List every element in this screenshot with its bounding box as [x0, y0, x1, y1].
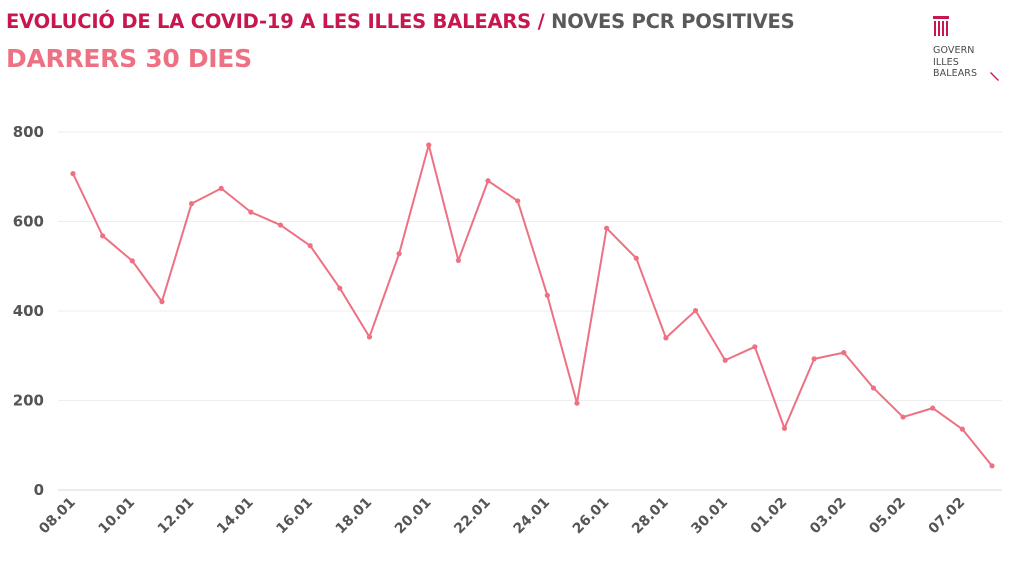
x-tick-label: 08.01	[36, 495, 79, 538]
data-point	[426, 142, 432, 148]
series-line-layer	[72, 143, 993, 467]
data-point	[633, 255, 639, 261]
y-axis-ticks: 0 200 400 600 800	[13, 123, 44, 499]
y-tick-label: 0	[34, 481, 44, 499]
data-point	[959, 426, 965, 432]
data-point	[455, 257, 461, 264]
x-tick-label: 12.01	[155, 495, 198, 538]
data-point	[930, 405, 936, 411]
y-tick-label: 800	[13, 123, 44, 141]
data-point	[188, 201, 195, 207]
data-point	[692, 307, 699, 314]
data-point	[989, 463, 995, 469]
x-tick-label: 24.01	[511, 495, 554, 538]
chart-title: EVOLUCIÓ DE LA COVID-19 A LES ILLES BALE…	[6, 9, 795, 35]
govern-illes-balears-emblem-icon	[933, 16, 949, 36]
x-tick-label: 01.02	[748, 495, 791, 538]
x-tick-label: 18.01	[333, 495, 376, 538]
data-point	[485, 178, 491, 184]
x-tick-label: 10.01	[95, 495, 138, 538]
govern-logo-text: GOVERN ILLES BALEARS	[933, 45, 977, 80]
data-point	[574, 400, 580, 406]
data-point	[307, 243, 313, 249]
data-point	[515, 198, 521, 204]
grid-lines	[58, 131, 1002, 491]
data-point	[544, 292, 550, 298]
data-point	[870, 385, 877, 391]
data-point	[337, 285, 343, 291]
data-point	[752, 344, 758, 350]
data-point	[218, 185, 224, 191]
y-tick-label: 400	[13, 302, 44, 320]
logo-slash-icon	[990, 72, 999, 81]
x-tick-label: 30.01	[688, 495, 731, 538]
data-point	[277, 222, 284, 228]
data-point	[100, 233, 106, 239]
x-tick-label: 28.01	[629, 495, 672, 538]
x-tick-label: 05.02	[866, 495, 909, 538]
data-point	[604, 225, 610, 231]
x-tick-label: 14.01	[214, 495, 257, 538]
data-point	[129, 258, 135, 264]
series-points	[70, 142, 995, 469]
chart-title-main: EVOLUCIÓ DE LA COVID-19 A LES ILLES BALE…	[6, 10, 531, 33]
data-point	[159, 299, 165, 305]
y-tick-label: 200	[13, 392, 44, 410]
data-point	[366, 334, 373, 340]
x-tick-label: 22.01	[451, 495, 494, 538]
data-point	[722, 357, 728, 363]
x-tick-label: 20.01	[392, 495, 435, 538]
series-line	[72, 143, 993, 467]
x-axis-ticks: 08.01 10.01 12.01 14.01 16.01 18.01 20.01 22.01…	[36, 495, 968, 538]
data-point	[248, 209, 254, 215]
data-point	[841, 350, 847, 356]
govern-logo-line: ILLES	[933, 56, 959, 68]
data-point	[811, 356, 817, 362]
data-point	[781, 425, 788, 431]
chart-title-separator: /	[531, 10, 552, 33]
data-point	[396, 251, 402, 257]
y-tick-label: 600	[13, 213, 44, 231]
data-point	[70, 171, 76, 177]
govern-logo-line: GOVERN	[933, 45, 975, 56]
govern-logo: GOVERN ILLES BALEARS	[933, 16, 1013, 86]
data-point	[663, 335, 669, 341]
chart-subtitle: DARRERS 30 DIES	[6, 44, 252, 73]
data-point	[900, 414, 906, 420]
chart-title-sub: NOVES PCR POSITIVES	[551, 10, 795, 33]
x-tick-label: 03.02	[807, 495, 850, 538]
x-tick-label: 26.01	[570, 495, 613, 538]
x-tick-label: 07.02	[926, 495, 969, 538]
x-tick-label: 16.01	[273, 495, 316, 538]
govern-logo-line: BALEARS	[933, 68, 978, 79]
